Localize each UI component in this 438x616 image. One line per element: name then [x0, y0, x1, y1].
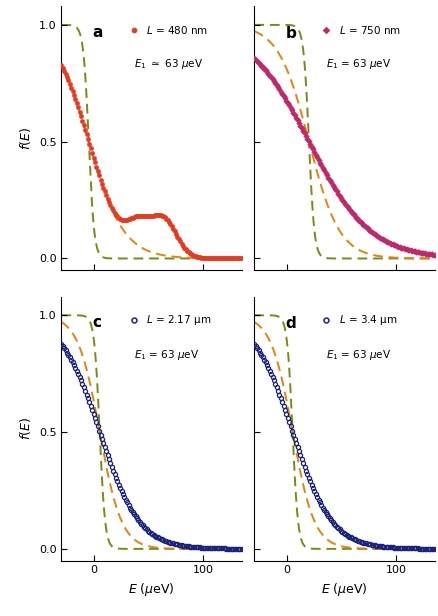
Text: $L$ = 750 nm: $L$ = 750 nm [338, 24, 400, 36]
Text: $\mathbf{b}$: $\mathbf{b}$ [284, 25, 297, 41]
Y-axis label: $f(E)$: $f(E)$ [18, 417, 33, 440]
Text: $L$ = 2.17 μm: $L$ = 2.17 μm [146, 314, 211, 327]
Text: $L$ = 480 nm: $L$ = 480 nm [146, 24, 208, 36]
Text: $E_1$ = 63 $\mu$eV: $E_1$ = 63 $\mu$eV [133, 347, 198, 362]
Text: $\mathbf{c}$: $\mathbf{c}$ [92, 315, 102, 330]
X-axis label: $E$ ($\mu$eV): $E$ ($\mu$eV) [320, 581, 367, 598]
Text: $E_1$ = 63 $\mu$eV: $E_1$ = 63 $\mu$eV [326, 57, 391, 71]
Text: $E_1$ = 63 $\mu$eV: $E_1$ = 63 $\mu$eV [326, 347, 391, 362]
Text: $\mathbf{a}$: $\mathbf{a}$ [92, 25, 103, 39]
Y-axis label: $f(E)$: $f(E)$ [18, 127, 33, 150]
Text: $E_1$ $\simeq$ 63 $\mu$eV: $E_1$ $\simeq$ 63 $\mu$eV [133, 57, 202, 71]
Text: $\mathbf{d}$: $\mathbf{d}$ [284, 315, 296, 331]
X-axis label: $E$ ($\mu$eV): $E$ ($\mu$eV) [128, 581, 175, 598]
Text: $L$ = 3.4 μm: $L$ = 3.4 μm [338, 314, 397, 327]
